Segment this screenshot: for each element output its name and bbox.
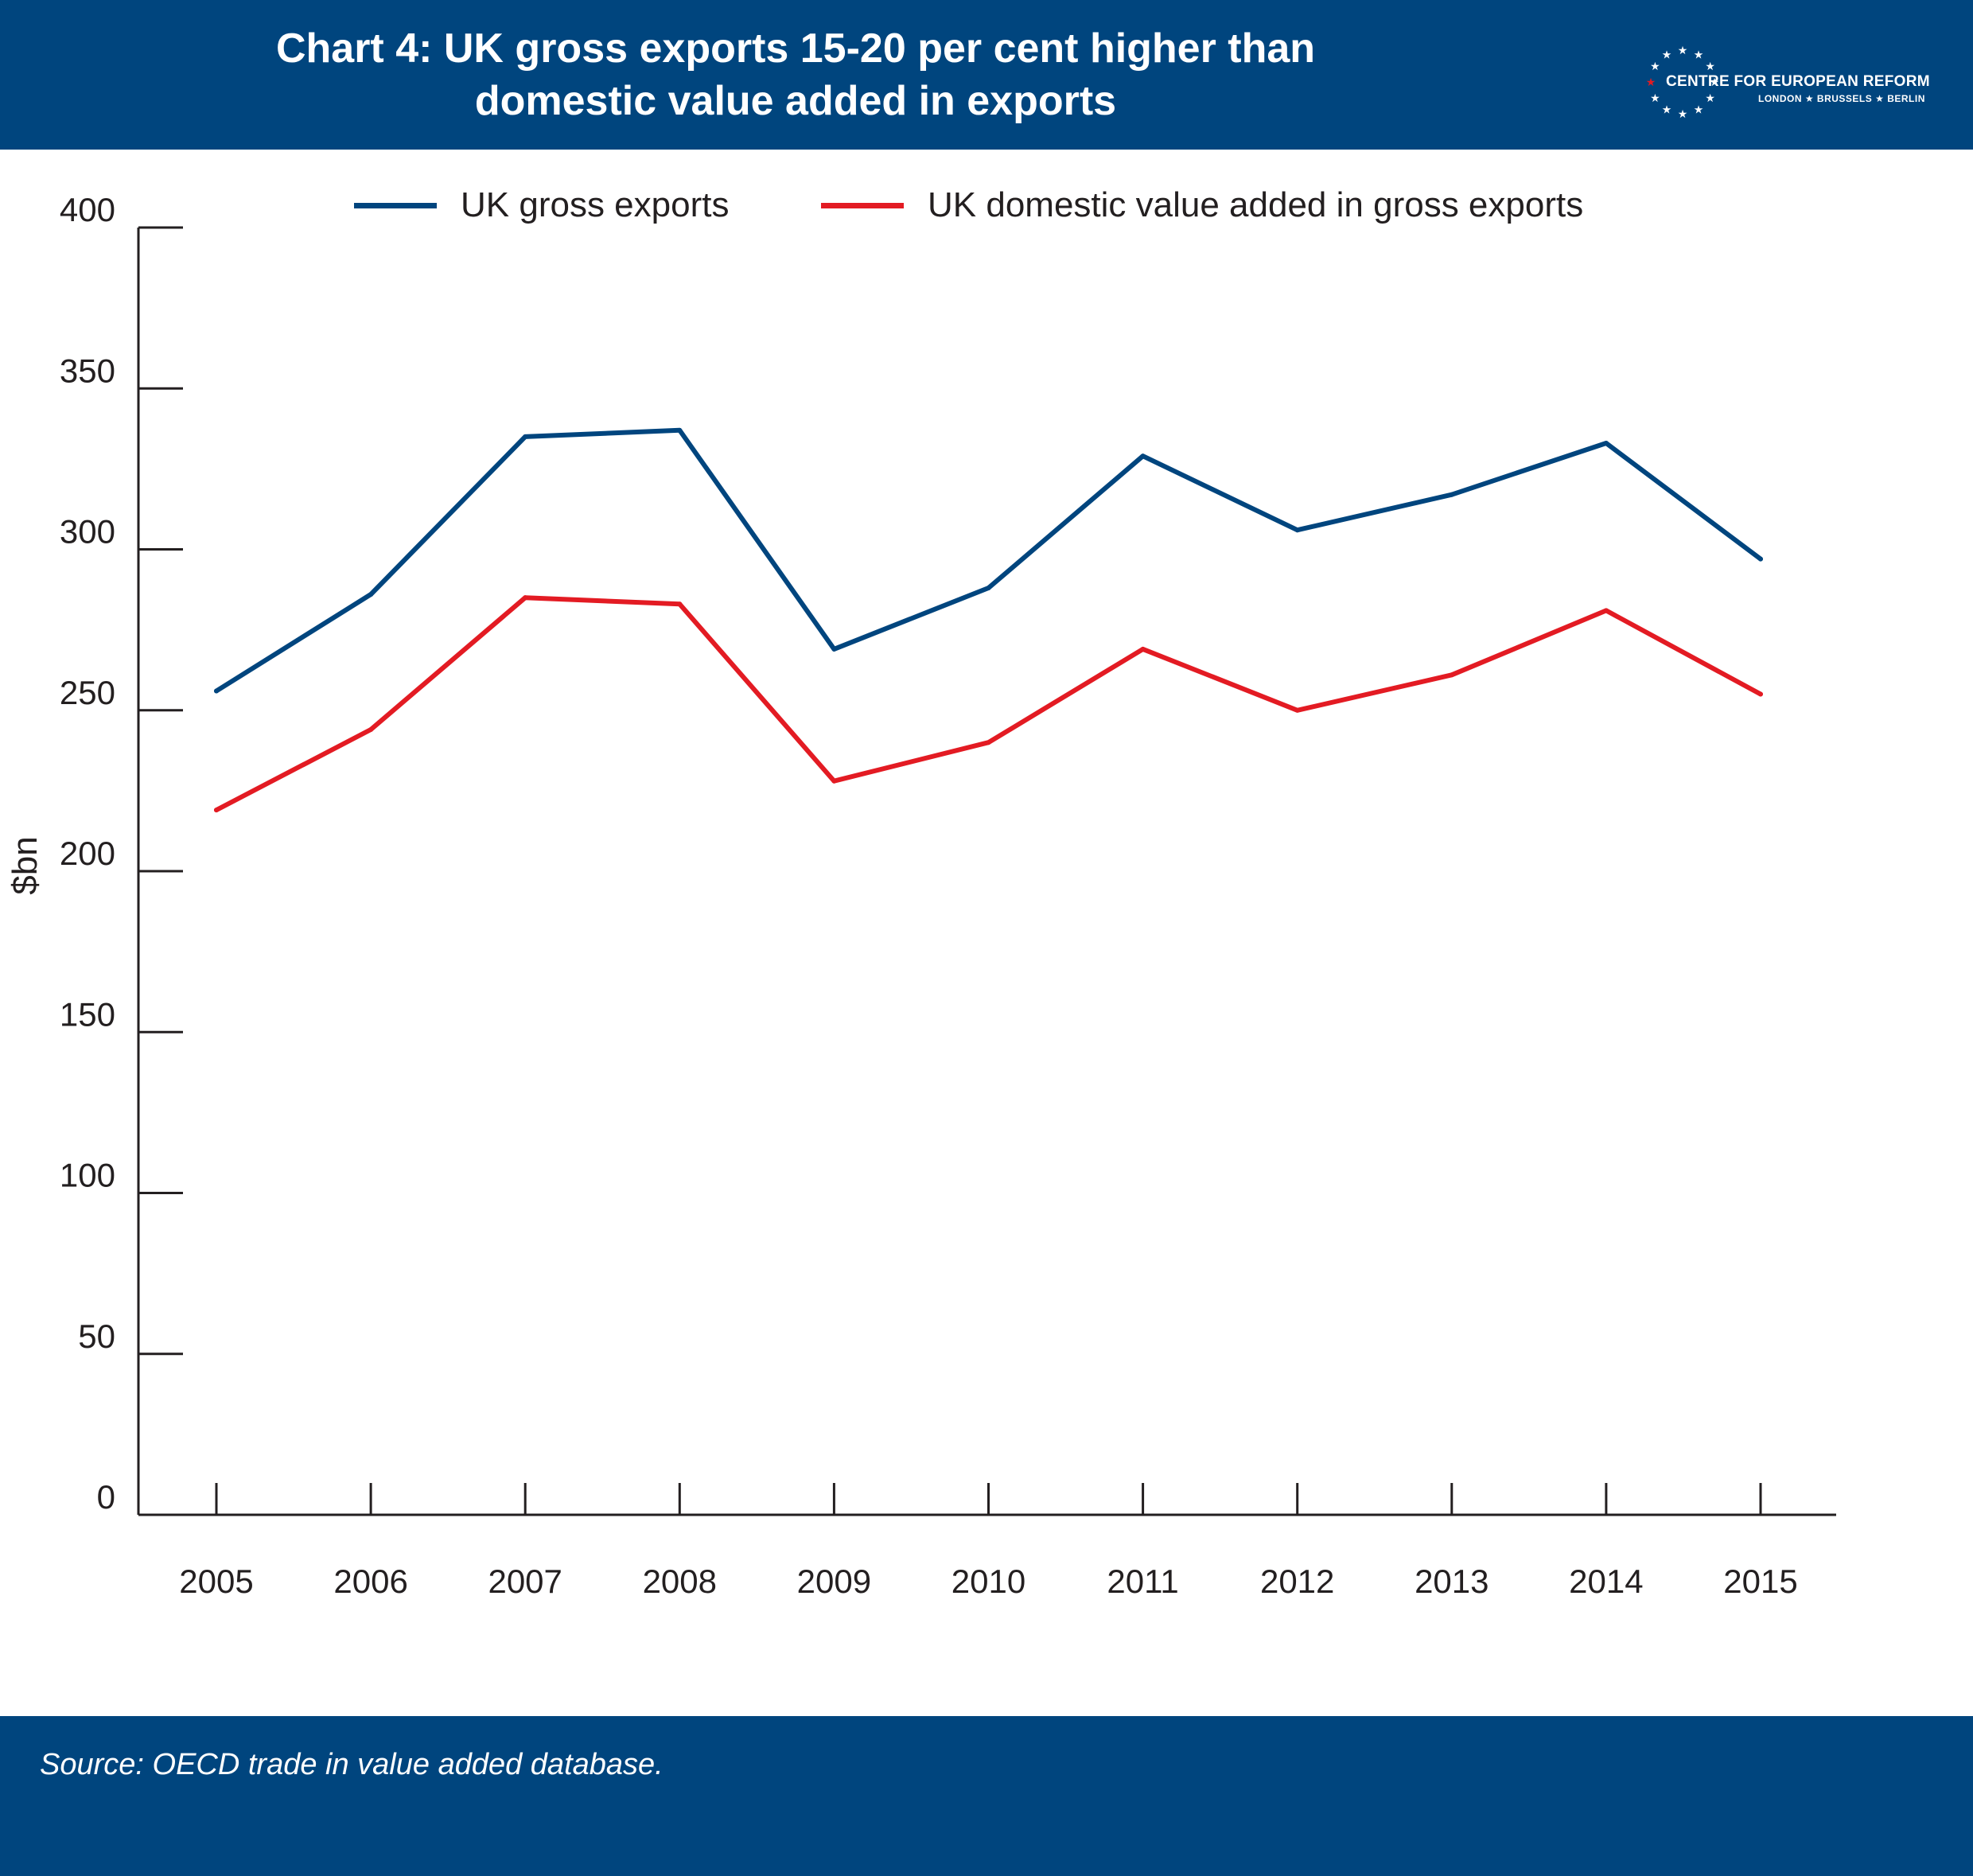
logo-star: ★ <box>1705 60 1715 72</box>
title-line-2: domestic value added in exports <box>474 78 1117 124</box>
chart-legend: UK gross exports UK domestic value added… <box>0 181 1973 229</box>
x-tick-label-2012: 2012 <box>1260 1563 1334 1600</box>
chart-plot: 0 50 100 150 200 250 300 350 400 2005 2006 2007 2008… <box>60 191 1836 1600</box>
x-tick-label-2010: 2010 <box>951 1563 1025 1600</box>
y-tick-label-0: 0 <box>97 1478 115 1516</box>
series-0-point-2008 <box>677 427 683 433</box>
legend-swatch-gross-exports <box>354 202 437 208</box>
chart-footer: Source: OECD trade in value added databa… <box>0 1716 1973 1876</box>
series-1-point-2011 <box>1140 646 1146 652</box>
legend-label-domestic-value-added: UK domestic value added in gross exports <box>928 185 1584 224</box>
legend-item-domestic-value-added: UK domestic value added in gross exports <box>821 181 1583 229</box>
logo-star: ★ <box>1650 91 1660 104</box>
y-tick-label-400: 400 <box>60 191 115 228</box>
series-0-point-2005 <box>214 688 219 694</box>
logo-star: ★ <box>1710 76 1720 88</box>
series-1-point-2007 <box>523 595 528 601</box>
x-tick-label-2015: 2015 <box>1723 1563 1797 1600</box>
x-tick-label-2013: 2013 <box>1415 1563 1489 1600</box>
logo-name: CENTRE FOR EUROPEAN REFORM <box>1666 73 1930 90</box>
legend-swatch-domestic-value-added <box>821 202 904 208</box>
series-0-point-2007 <box>523 434 528 439</box>
logo-star: ★ <box>1646 76 1656 88</box>
series-1-point-2013 <box>1449 672 1454 678</box>
x-tick-label-2005: 2005 <box>179 1563 253 1600</box>
legend-item-gross-exports: UK gross exports <box>354 181 729 229</box>
series-1-point-2010 <box>986 740 991 745</box>
y-tick-label-200: 200 <box>60 835 115 872</box>
x-tick-label-2008: 2008 <box>643 1563 717 1600</box>
y-tick-label-300: 300 <box>60 513 115 551</box>
logo-star: ★ <box>1662 103 1672 116</box>
series-0-point-2011 <box>1140 453 1146 459</box>
x-tick-label-2006: 2006 <box>333 1563 407 1600</box>
logo-star: ★ <box>1694 103 1704 116</box>
series-1-point-2012 <box>1294 707 1300 713</box>
series-1-point-2006 <box>368 727 374 733</box>
logo-cities: LONDON ★ BRUSSELS ★ BERLIN <box>1758 93 1925 104</box>
series-0-point-2009 <box>831 646 837 652</box>
y-tick-label-150: 150 <box>60 995 115 1033</box>
logo-star: ★ <box>1705 91 1715 104</box>
logo-star: ★ <box>1678 107 1688 120</box>
logo-star: ★ <box>1662 48 1672 60</box>
eu-stars-icon: ★ ★★★★★★★★★★★ <box>1646 44 1720 120</box>
y-tick-label-350: 350 <box>60 352 115 389</box>
series-0-point-2012 <box>1294 527 1300 533</box>
series-0-point-2014 <box>1603 441 1609 446</box>
x-tick-label-2009: 2009 <box>797 1563 871 1600</box>
legend-label-gross-exports: UK gross exports <box>461 185 730 224</box>
series-1-point-2014 <box>1603 608 1609 613</box>
source-note: Source: OECD trade in value added databa… <box>40 1748 664 1781</box>
series-0-point-2010 <box>986 586 991 591</box>
series-1-point-2005 <box>214 808 219 813</box>
series-0-point-2015 <box>1758 556 1763 562</box>
cer-logo: ★ ★ ★ ★ ★ ★ ★ ★ ★ ★ ★ ★ CENTRE FOR EUROPEAN REFORM … <box>1639 38 1930 126</box>
series-1-point-2009 <box>831 778 837 784</box>
logo-star: ★ <box>1678 44 1688 56</box>
y-tick-label-50: 50 <box>78 1317 115 1355</box>
series-line-1 <box>214 595 1763 813</box>
chart-title: Chart 4: UK gross exports 15-20 per cent… <box>191 22 1400 127</box>
logo-star: ★ <box>1650 60 1660 72</box>
chart-header: Chart 4: UK gross exports 15-20 per cent… <box>0 0 1973 150</box>
series-line-0 <box>214 427 1763 694</box>
logo-star: ★ <box>1694 48 1704 60</box>
y-tick-label-100: 100 <box>60 1157 115 1194</box>
title-line-1: Chart 4: UK gross exports 15-20 per cent… <box>275 25 1316 72</box>
x-tick-label-2011: 2011 <box>1107 1563 1178 1600</box>
series-1-point-2008 <box>677 601 683 607</box>
series-1-point-2015 <box>1758 691 1763 697</box>
series-0-point-2006 <box>368 592 374 597</box>
series-0-point-2013 <box>1449 492 1454 497</box>
x-tick-label-2014: 2014 <box>1569 1563 1643 1600</box>
x-tick-label-2007: 2007 <box>488 1563 562 1600</box>
y-tick-label-250: 250 <box>60 674 115 711</box>
